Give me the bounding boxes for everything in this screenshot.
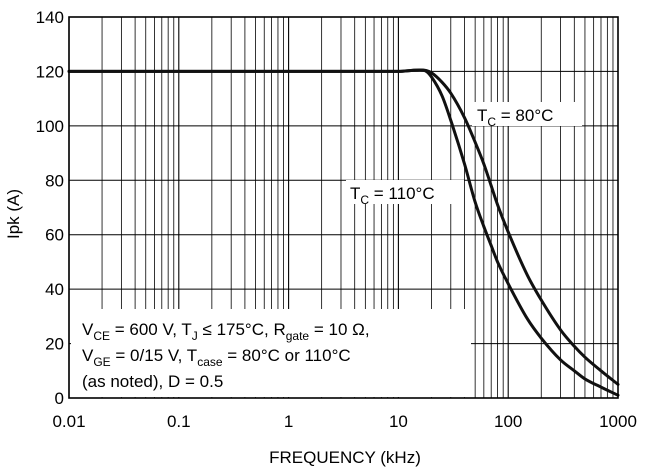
y-tick-label: 100 <box>36 117 64 136</box>
tc110-label-bg <box>346 180 464 204</box>
x-tick-label: 1000 <box>599 412 637 431</box>
y-tick-label: 140 <box>36 8 64 27</box>
y-tick-label: 60 <box>45 226 64 245</box>
x-tick-label: 100 <box>494 412 522 431</box>
y-tick-label: 0 <box>55 389 64 408</box>
conditions-box-bg <box>71 309 471 397</box>
x-tick-label: 10 <box>389 412 408 431</box>
x-tick-label: 0.01 <box>52 412 85 431</box>
x-tick-label: 1 <box>284 412 293 431</box>
conditions-line-3: (as noted), D = 0.5 <box>82 372 223 391</box>
conditions-line-2: VGE = 0/15 V, Tcase = 80°C or 110°C <box>82 346 351 369</box>
y-axis-title: Ipk (A) <box>4 189 23 239</box>
tick-labels: 0.01 0.1 1 10 100 1000 0 20 40 60 80 100 120 140 <box>36 8 637 431</box>
y-tick-label: 120 <box>36 62 64 81</box>
x-axis-title: FREQUENCY (kHz) <box>269 448 421 467</box>
series-tc110-line <box>67 68 620 397</box>
y-tick-label: 80 <box>45 171 64 190</box>
plot-frame <box>68 16 619 399</box>
tc80-label: TC = 80°C <box>477 106 553 129</box>
y-tick-label: 20 <box>45 335 64 354</box>
tc80-label-bg <box>472 102 582 126</box>
y-tick-label: 40 <box>45 280 64 299</box>
tc110-label: TC = 110°C <box>350 184 435 207</box>
x-tick-label: 0.1 <box>167 412 191 431</box>
curves <box>67 68 620 397</box>
conditions-line-1: VCE = 600 V, TJ ≤ 175°C, Rgate = 10 Ω, <box>82 320 370 343</box>
